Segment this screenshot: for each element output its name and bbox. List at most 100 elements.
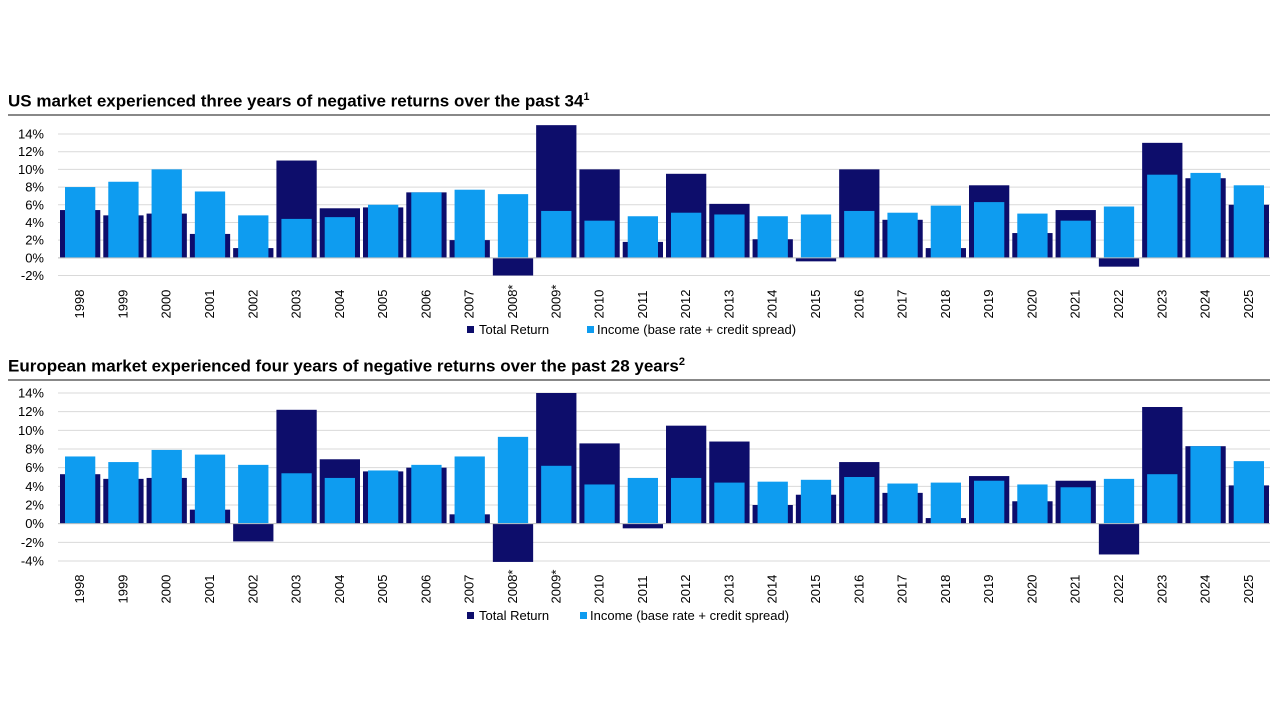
us-total-return-bar — [1098, 257, 1140, 267]
us-income-bar — [844, 210, 875, 258]
eu-x-tick-label: 2011 — [635, 576, 650, 604]
eu-y-tick-label: 0% — [25, 516, 44, 531]
us-x-tick-label: 2002 — [245, 290, 260, 319]
eu-x-tick-label: 2016 — [851, 575, 866, 604]
eu-x-tick-label: 2025 — [1241, 575, 1256, 604]
us-income-bar — [757, 216, 788, 258]
us-x-tick-label: 2019 — [981, 290, 996, 319]
us-x-tick-label: 2000 — [159, 290, 174, 319]
eu-income-bar — [411, 464, 442, 524]
us-chart-title-text: US market experienced three years of neg… — [8, 91, 584, 111]
eu-chart-title-footnote: 2 — [678, 356, 685, 368]
eu-income-bar — [368, 470, 399, 524]
eu-x-tick-label: 2020 — [1024, 575, 1039, 604]
eu-x-tick-label: 2018 — [938, 575, 953, 604]
us-income-bar — [108, 181, 139, 258]
us-x-tick-label: 2004 — [332, 290, 347, 319]
us-x-tick-label: 2012 — [678, 290, 693, 319]
us-y-tick-label: 12% — [18, 144, 44, 159]
eu-income-bar — [714, 482, 745, 524]
eu-chart: -4% -2% 0% 2% 4% 6% 8% 10% 12% 14% 1998 1999 2000 200… — [8, 379, 1270, 623]
us-income-bar — [1190, 172, 1221, 258]
us-x-tick-label: 2003 — [289, 290, 304, 319]
eu-income-bar — [238, 464, 269, 524]
us-x-tick-label: 2015 — [808, 290, 823, 319]
us-x-tick-label: 2006 — [418, 290, 433, 319]
eu-legend-swatch — [467, 612, 474, 619]
eu-x-tick-label: 2023 — [1154, 575, 1169, 604]
eu-income-bar — [1103, 478, 1135, 524]
us-x-tick-label: 2001 — [202, 290, 217, 319]
eu-total-return-bar — [233, 523, 274, 542]
us-x-tick-label: 2017 — [895, 290, 910, 319]
us-y-tick-label: 4% — [25, 215, 44, 230]
us-chart: -2% 0% 2% 4% 6% 8% 10% 12% 14% 1998 1999 2000 2001 20… — [8, 114, 1270, 337]
eu-income-bar — [194, 454, 226, 524]
us-x-tick-label: 2005 — [375, 290, 390, 319]
us-x-tick-label: 2009* — [548, 285, 563, 319]
us-x-tick-label: 2021 — [1068, 290, 1083, 319]
eu-income-bar — [1233, 461, 1264, 524]
eu-x-tick-label: 2006 — [418, 575, 433, 604]
us-income-bar — [368, 204, 399, 258]
us-total-return-bar — [492, 257, 534, 276]
us-y-tick-label: -2% — [21, 268, 45, 283]
eu-y-tick-label: 14% — [18, 386, 44, 401]
us-legend-swatch — [587, 326, 594, 333]
eu-x-tick-label: 2004 — [332, 575, 347, 604]
us-income-bar — [1103, 206, 1135, 258]
us-income-bar — [238, 215, 269, 258]
us-income-bar — [1060, 220, 1091, 258]
us-total-return-bar — [795, 257, 837, 262]
us-legend-swatch — [467, 326, 474, 333]
us-x-tick-label: 2008* — [505, 285, 520, 319]
eu-x-tick-label: 2022 — [1111, 575, 1126, 604]
eu-income-bar — [108, 462, 139, 524]
eu-income-bar — [671, 477, 702, 524]
us-income-bar — [627, 216, 658, 258]
eu-income-bar — [151, 449, 182, 524]
us-x-tick-label: 2020 — [1024, 290, 1039, 319]
us-chart-title-footnote: 1 — [583, 91, 590, 103]
eu-income-bar — [584, 484, 615, 524]
eu-x-tick-label: 2012 — [678, 575, 693, 604]
us-income-bar — [65, 187, 96, 258]
eu-income-bar — [930, 482, 961, 524]
eu-income-bar — [627, 477, 658, 524]
us-income-bar — [800, 214, 832, 258]
eu-income-bar — [1147, 474, 1178, 524]
eu-x-tick-label: 2015 — [808, 575, 823, 604]
us-income-bar — [1017, 213, 1048, 258]
us-legend-label: Income (base rate + credit spread) — [597, 322, 796, 337]
eu-income-bar — [454, 456, 485, 524]
eu-y-tick-label: -4% — [21, 554, 45, 569]
eu-y-tick-label: -2% — [21, 535, 45, 550]
eu-income-bar — [65, 456, 96, 524]
us-chart-title: US market experienced three years of neg… — [8, 91, 590, 112]
us-x-tick-label: 2025 — [1241, 290, 1256, 319]
eu-income-bar — [1060, 487, 1091, 524]
eu-x-tick-label: 2000 — [159, 575, 174, 604]
us-x-tick-label: 2018 — [938, 290, 953, 319]
us-x-tick-label: 2016 — [851, 290, 866, 319]
us-income-bar — [281, 218, 312, 258]
us-x-tick-label: 2013 — [721, 290, 736, 319]
eu-x-tick-label: 2007 — [462, 575, 477, 604]
us-legend-label: Total Return — [479, 322, 549, 337]
us-x-tick-label: 2010 — [592, 290, 607, 319]
eu-x-tick-label: 2021 — [1068, 575, 1083, 604]
us-income-bar — [411, 192, 442, 258]
us-income-bar — [584, 220, 615, 258]
us-x-tick-label: 2014 — [765, 290, 780, 319]
us-y-tick-label: 8% — [25, 180, 44, 195]
eu-legend-label: Total Return — [479, 608, 549, 623]
us-income-bar — [324, 217, 355, 258]
us-x-tick-label: 1999 — [115, 290, 130, 319]
eu-total-return-bar — [1098, 523, 1140, 555]
eu-x-tick-label: 2001 — [202, 575, 217, 604]
us-x-tick-label: 2007 — [462, 290, 477, 319]
us-income-bar — [454, 189, 485, 258]
us-income-bar — [671, 212, 702, 258]
us-x-tick-label: 2024 — [1198, 290, 1213, 319]
